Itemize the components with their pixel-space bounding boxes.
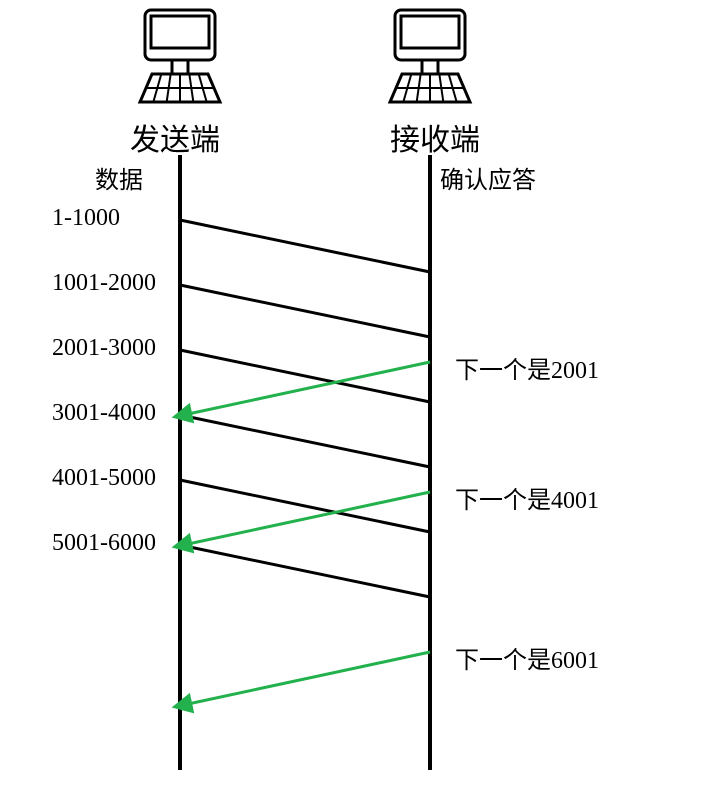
packet-label: 2001-3000 bbox=[52, 335, 156, 362]
data-column-label: 数据 bbox=[95, 160, 143, 195]
packet-label: 3001-4000 bbox=[52, 400, 156, 427]
diagram-svg bbox=[0, 0, 713, 790]
packet-label: 5001-6000 bbox=[52, 530, 156, 557]
packet-label: 4001-5000 bbox=[52, 465, 156, 492]
ack-label: 下一个是6001 bbox=[455, 640, 599, 675]
receiver-label: 接收端 bbox=[390, 115, 480, 159]
diagram-container: 发送端 接收端 数据 确认应答 1-1000 1001-2000 2001-30… bbox=[0, 0, 713, 790]
ack-column-label: 确认应答 bbox=[440, 160, 536, 195]
ack-label: 下一个是4001 bbox=[455, 480, 599, 515]
ack-label: 下一个是2001 bbox=[455, 350, 599, 385]
packet-label: 1-1000 bbox=[52, 205, 120, 232]
packet-label: 1001-2000 bbox=[52, 270, 156, 297]
sender-label: 发送端 bbox=[130, 115, 220, 159]
